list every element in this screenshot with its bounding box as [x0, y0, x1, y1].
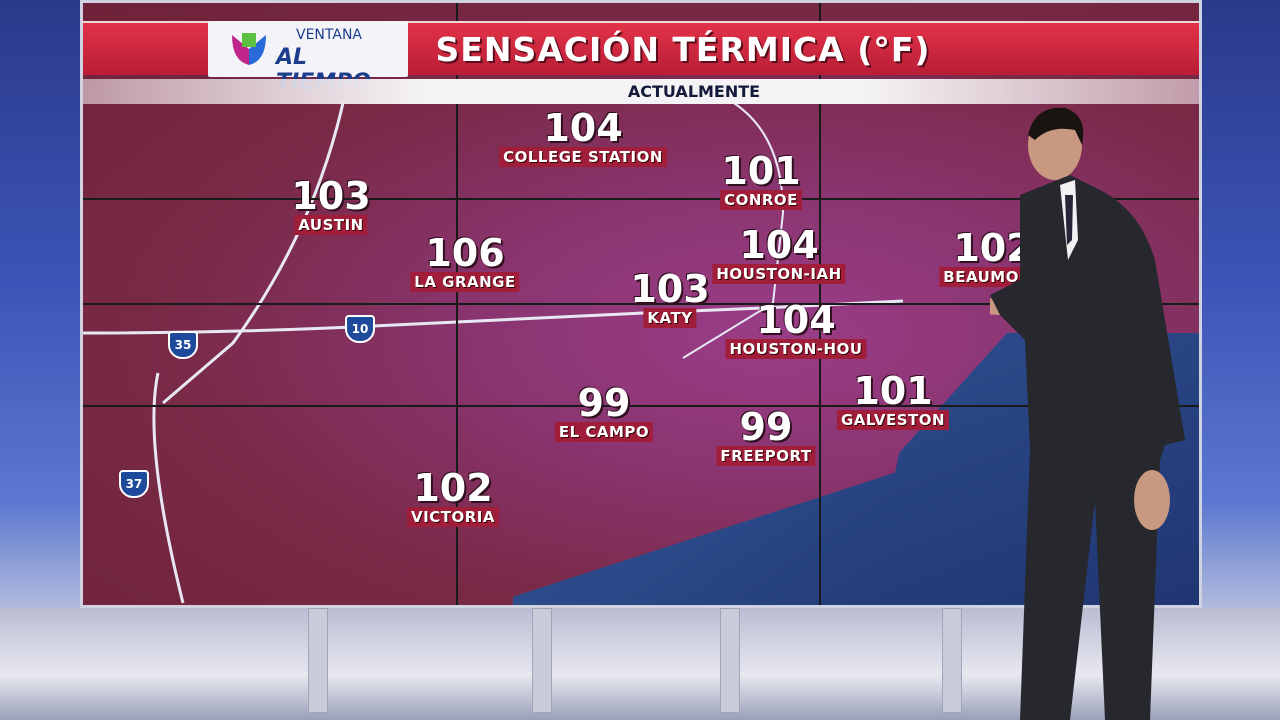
- temperature-value: 102: [413, 466, 493, 510]
- screen-stand: [942, 608, 962, 713]
- grid-divider: [83, 198, 1199, 200]
- city-name-label: AUSTIN: [294, 215, 368, 235]
- temperature-value: 104: [739, 223, 819, 267]
- temperature-value: 106: [425, 231, 505, 275]
- city-freeport: 99 FREEPORT: [716, 405, 816, 466]
- logo-text-ventana: VENTANA: [296, 27, 362, 43]
- subtitle-strip: ACTUALMENTE: [83, 79, 1199, 104]
- city-name-label: GALVESTON: [836, 410, 950, 430]
- screen-stand: [720, 608, 740, 713]
- screen-stand: [308, 608, 328, 713]
- grid-divider: [83, 303, 1199, 305]
- city-conroe: 101 CONROE: [720, 152, 802, 210]
- presenter: [990, 107, 1185, 720]
- city-houston-iah: 104 HOUSTON-IAH: [712, 223, 846, 284]
- city-austin: 103 AUSTIN: [291, 174, 371, 235]
- city-name-label: EL CAMPO: [554, 422, 654, 442]
- temperature-value: 102: [953, 226, 1033, 270]
- univision-logo-icon: [232, 33, 266, 65]
- subtitle: ACTUALMENTE: [627, 82, 761, 101]
- city-beaumont: 102 BEAUMONT: [939, 226, 1047, 287]
- city-name-label: LA GRANGE: [410, 272, 520, 292]
- temperature-value: 101: [853, 369, 933, 413]
- city-name-label: COLLEGE STATION: [499, 147, 667, 167]
- city-name-label: VICTORIA: [407, 507, 499, 527]
- city-houston-hou: 104 HOUSTON-HOU: [725, 298, 867, 359]
- banner-title: SENSACIÓN TÉRMICA (°F): [435, 30, 931, 69]
- city-galveston: 101 GALVESTON: [836, 369, 950, 430]
- city-name-label: FREEPORT: [716, 446, 816, 466]
- city-el-campo: 99 EL CAMPO: [554, 381, 654, 442]
- city-katy: 103 KATY: [630, 267, 710, 328]
- temperature-value: 103: [630, 267, 710, 311]
- temperature-value: 101: [721, 149, 801, 193]
- temperature-value: 99: [739, 405, 793, 449]
- city-la-grange: 106 LA GRANGE: [410, 231, 520, 292]
- interstate-35-shield: 35: [168, 331, 198, 359]
- city-college-station: 104 COLLEGE STATION: [499, 109, 667, 167]
- grid-divider: [83, 405, 1199, 407]
- city-name-label: CONROE: [720, 190, 802, 210]
- temperature-value: 103: [291, 174, 371, 218]
- interstate-10-shield: 10: [345, 315, 375, 343]
- city-name-label: HOUSTON-HOU: [725, 339, 867, 359]
- city-name-label: KATY: [643, 308, 697, 328]
- ventana-al-tiempo-logo: VENTANA AL TIEMPO: [208, 21, 408, 95]
- interstate-37-shield: 37: [119, 470, 149, 498]
- city-victoria: 102 VICTORIA: [407, 469, 499, 527]
- screen-stand: [532, 608, 552, 713]
- temperature-value: 104: [756, 298, 836, 342]
- temperature-value: 104: [543, 106, 623, 150]
- city-name-label: HOUSTON-IAH: [712, 264, 846, 284]
- temperature-value: 99: [577, 381, 631, 425]
